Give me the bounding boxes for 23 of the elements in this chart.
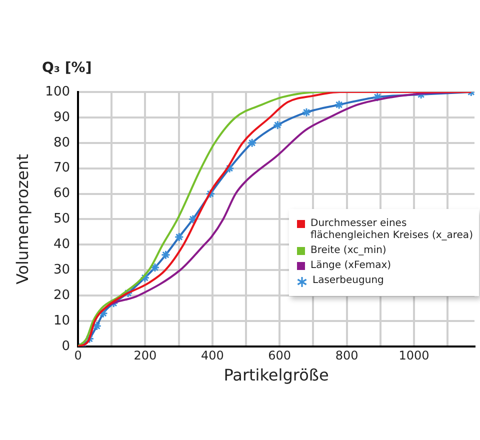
y-tick-label: 50 (53, 212, 70, 227)
x-tick-label: 1000 (398, 348, 430, 363)
y-tick-label: 60 (53, 186, 70, 202)
x-tick-label: 800 (335, 348, 358, 363)
x-tick-label: 400 (200, 348, 224, 363)
y-tick-label: 40 (53, 237, 70, 252)
y-tick-label: 30 (53, 262, 70, 278)
legend-label: Breite (xc_min) (310, 245, 386, 258)
legend-label: Laserbeugung (312, 275, 384, 288)
x-tick-label: 200 (134, 348, 157, 363)
legend-label: Länge (xFemax) (310, 260, 392, 272)
chart-title: Q₃ [%] (42, 60, 92, 76)
x-axis-title: Partikelgröße (224, 366, 329, 385)
y-tick-label: 100 (45, 84, 70, 100)
x-tick-label: 0 (74, 348, 82, 363)
y-tick-label: 90 (53, 110, 70, 125)
y-tick-label: 80 (53, 135, 70, 150)
y-axis-title: Volumenprozent (12, 154, 32, 284)
y-tick-label: 10 (53, 313, 70, 328)
legend-label: Durchmesser eines flächengleichen Kreises (x_area) (310, 218, 474, 242)
x-tick-label: 600 (268, 348, 292, 363)
y-tick-label: 20 (53, 288, 70, 303)
y-tick-label: 70 (53, 160, 70, 176)
